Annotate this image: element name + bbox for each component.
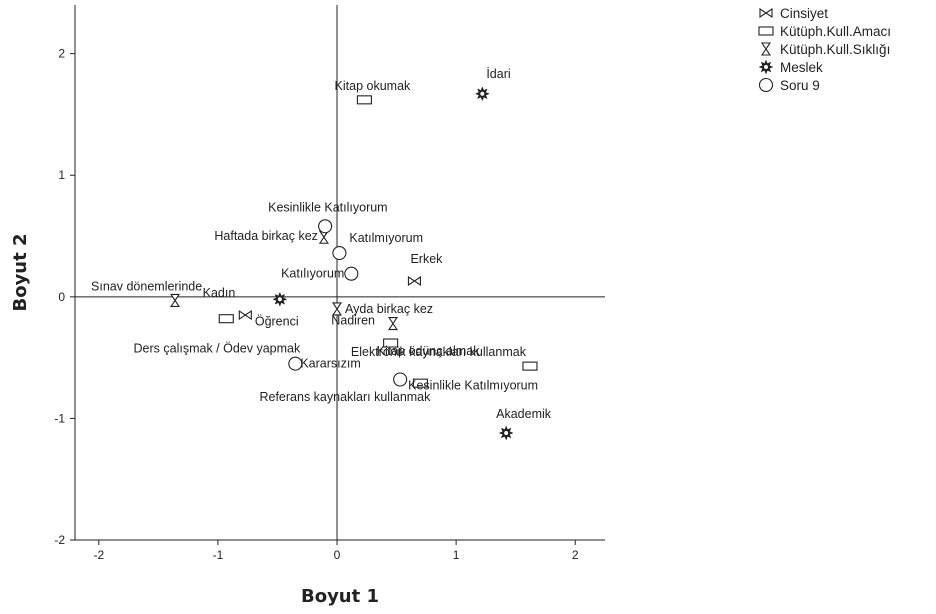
legend-entry: Cinsiyet: [780, 6, 828, 21]
data-points: Kadın Erkek Kitap okumak Ders çalışmak / Öd…: [91, 67, 552, 441]
point-label: Ders çalışmak / Ödev yapmak: [134, 342, 301, 356]
legend-entry: Meslek: [780, 60, 823, 75]
point-label: Nadiren: [331, 314, 375, 328]
x-tick-label: 2: [572, 548, 579, 562]
circle-marker: [393, 372, 408, 387]
legend-hourglass-icon: [760, 42, 772, 56]
point-label: Kadın: [203, 286, 236, 300]
point-label: Kararsızım: [300, 357, 360, 371]
rect-marker: [412, 378, 428, 388]
rect-marker: [522, 361, 538, 371]
y-tick-label: 1: [58, 168, 65, 182]
rect-marker: [356, 95, 372, 105]
point-label: Katılıyorum: [281, 267, 344, 281]
hourglass-marker: [387, 317, 399, 331]
point-label: Öğrenci: [255, 314, 299, 328]
star-marker: [474, 86, 490, 102]
legend-entry: Soru 9: [780, 78, 820, 93]
star-marker: [498, 425, 514, 441]
y-tick-label: 2: [58, 47, 65, 61]
point-label: Kesinlikle Katılıyorum: [268, 200, 388, 214]
legend-star-icon: [758, 59, 774, 75]
rect-marker: [383, 338, 399, 348]
y-tick-label: -2: [54, 533, 65, 547]
point-label: Haftada birkaç kez: [214, 229, 318, 243]
circle-marker: [344, 266, 359, 281]
point-label: Kitap ödünç almak: [377, 344, 481, 358]
legend-circle-icon: [758, 77, 774, 93]
hourglass-marker: [331, 302, 343, 316]
x-axis-title: Boyut 1: [301, 586, 379, 607]
point-label: İdari: [486, 67, 510, 81]
legend: Cinsiyet Kütüph.Kull.Amacı Kütüph.Kull.Sık…: [758, 6, 891, 93]
bowtie-marker: [238, 310, 252, 321]
point-label: Akademik: [496, 407, 552, 421]
legend-rect-icon: [758, 26, 774, 36]
plot-frame: [74, 5, 605, 541]
hourglass-marker: [170, 293, 181, 308]
circle-marker: [288, 356, 303, 371]
rect-marker: [218, 314, 234, 324]
x-tick-label: -1: [213, 548, 224, 562]
x-tick-label: 0: [334, 548, 341, 562]
legend-bowtie-icon: [759, 7, 773, 19]
point-label: Ayda birkaç kez: [345, 302, 433, 316]
y-tick-label: -1: [54, 411, 65, 425]
point-label: Kitap okumak: [335, 79, 411, 93]
y-tick-label: 0: [58, 290, 65, 304]
legend-entry: Kütüph.Kull.Sıklığı: [780, 42, 890, 57]
x-tick-label: 1: [453, 548, 460, 562]
star-marker: [272, 291, 288, 307]
point-label: Elektronik kaynakları kullanmak: [351, 345, 527, 359]
y-axis-title: Boyut 2: [10, 233, 31, 311]
point-label: Erkek: [410, 252, 443, 266]
point-label: Sınav dönemlerinde: [91, 279, 202, 293]
bowtie-marker: [407, 275, 421, 287]
x-tick-label: -2: [93, 548, 104, 562]
point-label: Referans kaynakları kullanmak: [259, 390, 431, 404]
point-label: Kesinlikle Katılmıyorum: [408, 379, 538, 393]
circle-marker: [318, 219, 333, 234]
axis-ticks: -2 -1 0 1 2 2 1 0 -1 -2: [54, 47, 579, 562]
legend-entry: Kütüph.Kull.Amacı: [780, 24, 891, 39]
point-label: Katılmıyorum: [349, 231, 423, 245]
circle-marker: [332, 245, 347, 261]
